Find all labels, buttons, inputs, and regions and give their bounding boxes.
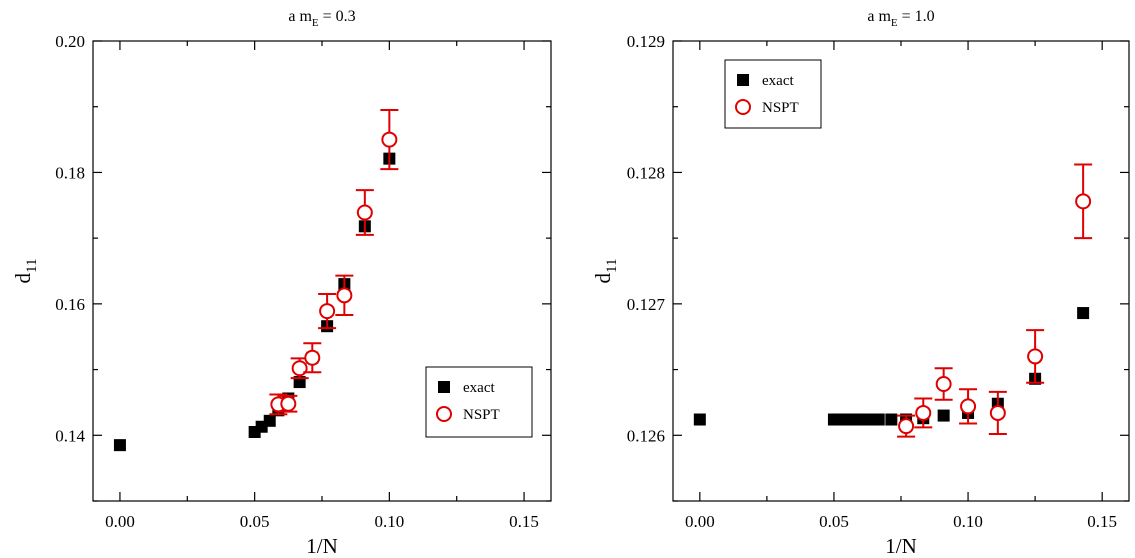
left-panel: 0.00 0.05 0.10 0.15 0.14 0.16 0.18 0.20 a mE = 0…: [11, 8, 552, 558]
x-tick-label: 0.00: [105, 512, 135, 531]
legend-label: NSPT: [463, 407, 500, 423]
x-tick-label: 0.15: [1087, 512, 1117, 531]
legend-marker-nspt: [735, 99, 751, 115]
x-tick-label: 0.05: [819, 512, 849, 531]
nspt-point: [280, 395, 297, 412]
x-axis-label: 1/N: [306, 534, 338, 558]
x-tick-label: 0.10: [953, 512, 983, 531]
x-tick-label: 0.10: [374, 512, 404, 531]
nspt-point: [336, 287, 353, 304]
legend-label: NSPT: [762, 100, 799, 116]
y-axis-label: d11: [591, 259, 620, 284]
exact-point: [1077, 307, 1090, 320]
nspt-point: [304, 349, 321, 366]
exact-point: [113, 439, 126, 452]
legend-box: [724, 59, 822, 129]
y-tick-label: 0.127: [627, 295, 666, 314]
nspt-point: [935, 376, 952, 393]
exact-point: [263, 414, 276, 427]
nspt-point: [1027, 348, 1044, 365]
y-tick-label: 0.129: [627, 32, 665, 51]
exact-point: [851, 413, 864, 426]
legend-marker-exact: [438, 381, 450, 393]
exact-point: [861, 413, 874, 426]
panel-title: a mE = 1.0: [867, 8, 934, 29]
y-axis-label: d11: [11, 259, 40, 284]
x-axis-label: 1/N: [885, 534, 917, 558]
nspt-point: [960, 398, 977, 415]
exact-point: [885, 413, 898, 426]
nspt-point: [291, 360, 308, 377]
nspt-point: [319, 303, 336, 320]
nspt-point: [356, 204, 373, 221]
exact-point: [937, 409, 950, 422]
legend-box: [425, 366, 533, 438]
exact-point: [872, 413, 885, 426]
panel-title: a mE = 0.3: [288, 8, 355, 29]
nspt-point: [898, 418, 915, 435]
legend-label: exact: [762, 73, 794, 89]
x-tick-label: 0.00: [685, 512, 715, 531]
y-tick-label: 0.128: [627, 163, 665, 182]
legend-marker-exact: [737, 74, 749, 86]
nspt-point: [1075, 193, 1092, 210]
exact-point: [693, 413, 706, 426]
y-tick-label: 0.16: [55, 295, 85, 314]
x-tick-label: 0.05: [240, 512, 270, 531]
y-tick-label: 0.14: [55, 426, 85, 445]
nspt-point: [989, 404, 1006, 421]
y-tick-label: 0.126: [627, 426, 665, 445]
right-panel: 0.00 0.05 0.10 0.15 0.126 0.127 0.128 0.129 a mE…: [591, 8, 1130, 558]
y-tick-label: 0.20: [55, 32, 85, 51]
y-tick-label: 0.18: [55, 163, 85, 182]
nspt-point: [381, 131, 398, 148]
legend-marker-nspt: [436, 406, 452, 422]
x-tick-label: 0.15: [509, 512, 539, 531]
nspt-point: [915, 404, 932, 421]
legend-label: exact: [463, 380, 495, 396]
